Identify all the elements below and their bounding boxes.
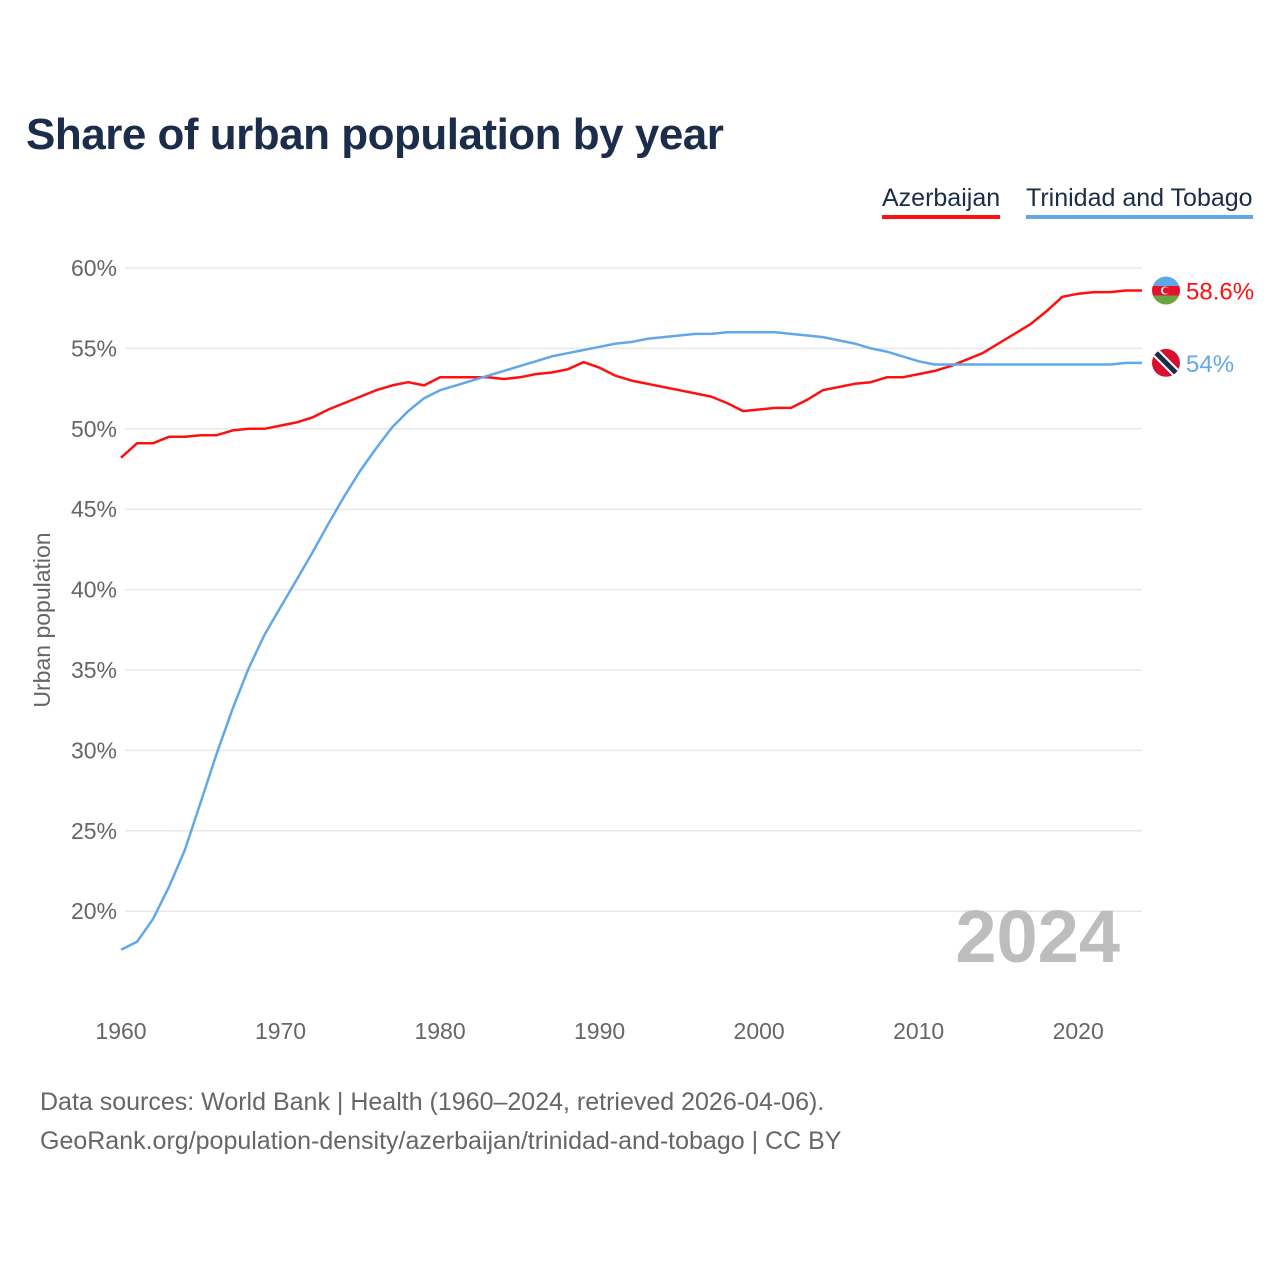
y-axis-label: Urban population [29, 532, 55, 707]
y-tick-label: 45% [71, 496, 117, 522]
x-tick-label: 1970 [255, 1018, 306, 1044]
y-tick-label: 40% [71, 577, 117, 603]
footer-link[interactable]: GeoRank.org/population-density/azerbaija… [40, 1127, 842, 1155]
x-tick-label: 1990 [574, 1018, 625, 1044]
series-line-trinidad-and-tobago [120, 331, 1142, 951]
end-value-label: 54% [1186, 351, 1234, 378]
legend-item-trinidad-and-tobago[interactable]: Trinidad and Tobago [1026, 184, 1253, 219]
year-watermark: 2024 [955, 895, 1120, 978]
azerbaijan-flag-icon [1152, 276, 1180, 305]
x-tick-label: 2010 [893, 1018, 944, 1044]
trinidad-and-tobago-flag-icon [1152, 348, 1180, 377]
series-line-azerbaijan [120, 289, 1142, 459]
x-tick-label: 1960 [95, 1018, 146, 1044]
y-tick-label: 25% [71, 818, 117, 844]
end-value-label: 58.6% [1186, 279, 1254, 306]
y-tick-label: 60% [71, 255, 117, 281]
x-tick-label: 2000 [734, 1018, 785, 1044]
y-tick-label: 20% [71, 898, 117, 924]
legend-item-azerbaijan[interactable]: Azerbaijan [882, 184, 1001, 219]
x-tick-label: 1980 [414, 1018, 465, 1044]
y-tick-label: 35% [71, 657, 117, 683]
x-tick-label: 2020 [1053, 1018, 1104, 1044]
y-tick-label: 30% [71, 737, 117, 763]
y-tick-label: 55% [71, 335, 117, 361]
chart-title: Share of urban population by year [26, 110, 724, 159]
footer-sources: Data sources: World Bank | Health (1960–… [40, 1088, 825, 1116]
y-tick-label: 50% [71, 416, 117, 442]
